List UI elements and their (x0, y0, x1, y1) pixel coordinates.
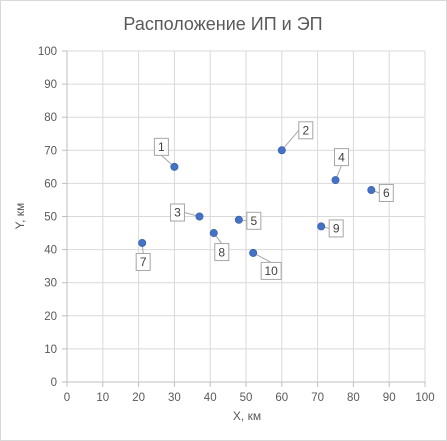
axes (62, 50, 426, 387)
y-tick-label: 20 (44, 311, 57, 323)
x-tick-label: 70 (311, 392, 324, 404)
y-tick-label: 30 (44, 278, 57, 290)
x-tick-label: 10 (96, 392, 109, 404)
data-point (209, 229, 218, 238)
y-tick-label: 0 (51, 377, 57, 389)
y-tick-label: 60 (44, 178, 57, 190)
point-label-box (246, 211, 262, 230)
y-tick-label: 10 (44, 344, 57, 356)
chart-title: Расположение ИП и ЭП (123, 14, 322, 34)
point-label-box (153, 137, 169, 156)
leader-lines (141, 129, 380, 263)
point-label-box (328, 219, 344, 238)
data-point (331, 176, 340, 185)
x-tick-label: 90 (383, 392, 396, 404)
point-label: 5 (250, 214, 257, 228)
y-tick-label: 40 (44, 245, 57, 257)
data-point (249, 248, 258, 257)
data-points (138, 146, 376, 257)
data-point (367, 186, 376, 195)
point-label: 7 (140, 255, 147, 269)
x-tick-label: 20 (132, 392, 145, 404)
point-label: 9 (333, 222, 340, 236)
point-label: 1 (158, 140, 165, 154)
y-tick-label: 100 (38, 46, 57, 58)
x-tick-label: 100 (415, 392, 434, 404)
point-label: 2 (302, 124, 309, 138)
x-tick-label: 0 (64, 392, 70, 404)
point-label-box (169, 203, 185, 222)
x-axis-title: X, км (233, 409, 261, 423)
point-label: 3 (174, 206, 181, 220)
data-point (195, 212, 204, 221)
data-point (317, 222, 326, 231)
tick-labels: 0 10 20 30 40 50 60 70 80 90 100 0 10 20 30 40 50 60 70 80 9… (38, 46, 435, 404)
data-point (277, 146, 286, 155)
y-tick-label: 80 (44, 112, 57, 124)
y-tick-label: 90 (44, 79, 57, 91)
point-label-box (334, 148, 349, 167)
point-labels: 1 2 3 4 5 6 7 8 9 10 (135, 121, 394, 280)
x-tick-label: 80 (347, 392, 360, 404)
data-point (170, 162, 179, 171)
y-axis-title: Y, км (13, 203, 27, 230)
point-label-box (298, 121, 314, 140)
grid (67, 50, 426, 382)
point-label-box (214, 243, 230, 262)
x-tick-label: 50 (240, 392, 253, 404)
leader-line (281, 129, 300, 151)
x-tick-label: 60 (275, 392, 288, 404)
point-label-box (260, 261, 282, 280)
point-label: 6 (383, 186, 390, 200)
data-point (138, 238, 147, 247)
y-tick-label: 50 (44, 212, 57, 224)
x-tick-label: 40 (204, 392, 217, 404)
point-label: 8 (218, 245, 225, 259)
point-label: 10 (264, 264, 278, 278)
point-label-box (135, 252, 151, 271)
data-point (234, 215, 243, 224)
y-tick-label: 70 (44, 145, 57, 157)
point-label: 4 (338, 150, 345, 164)
x-tick-label: 30 (168, 392, 181, 404)
point-label-box (378, 184, 394, 203)
